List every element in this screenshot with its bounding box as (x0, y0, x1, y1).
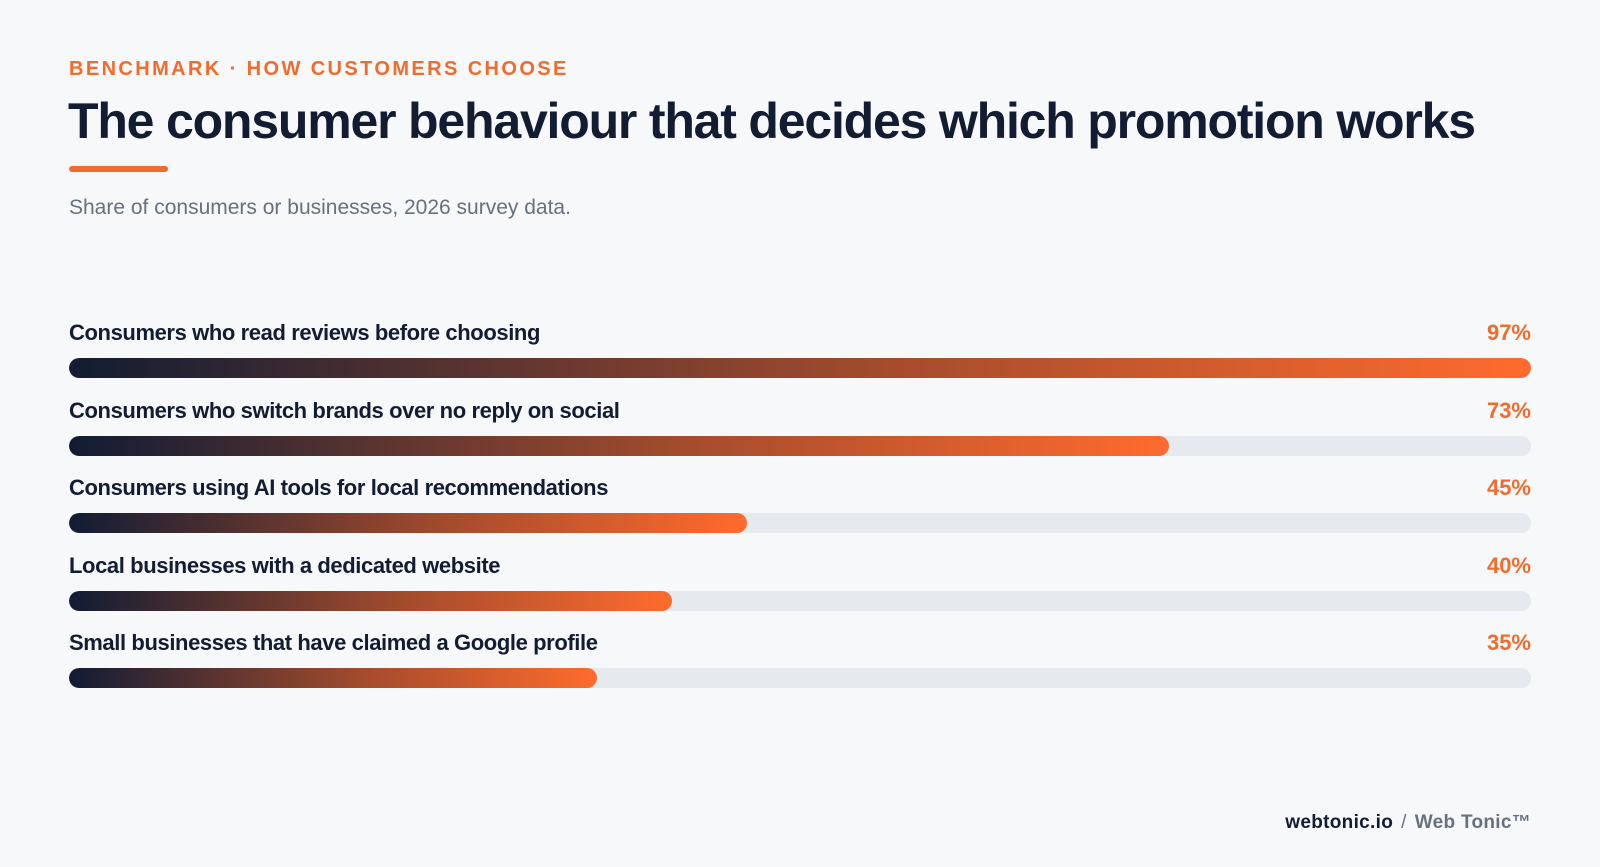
bar (69, 590, 672, 611)
bar-chart: Consumers who read reviews before choosi… (69, 318, 1531, 706)
bar-row: Consumers who switch brands over no repl… (69, 396, 1531, 474)
bar-label: Consumers using AI tools for local recom… (69, 475, 609, 500)
eyebrow: BENCHMARK · HOW CUSTOMERS CHOOSE (69, 58, 569, 80)
bar-track (69, 590, 1531, 611)
bar-label: Local businesses with a dedicated websit… (69, 552, 501, 578)
bar-label: Consumers who read reviews before choosi… (69, 320, 540, 345)
bar (69, 358, 1531, 378)
bar-track (69, 668, 1531, 688)
bar-value-label: 73% (1486, 397, 1531, 423)
bar (69, 513, 747, 533)
bar-track (69, 513, 1531, 533)
title-underline (69, 166, 168, 172)
bar-value-label: 45% (1486, 475, 1531, 500)
bar-row: Consumers who read reviews before choosi… (69, 318, 1531, 396)
footer: webtonic.io / Web Tonic™ (1285, 812, 1531, 834)
bar-row: Local businesses with a dedicated websit… (69, 551, 1531, 629)
bar (69, 435, 1169, 456)
bar-value-label: 97% (1486, 320, 1531, 345)
footer-separator: / (1401, 812, 1407, 833)
bar-value-label: 40% (1486, 552, 1531, 578)
bar-row: Consumers using AI tools for local recom… (69, 473, 1531, 551)
footer-domain: webtonic.io (1285, 812, 1394, 833)
bar-label: Small businesses that have claimed a Goo… (69, 630, 598, 655)
footer-brand: Web Tonic™ (1414, 812, 1531, 833)
bar-track (69, 358, 1531, 378)
bar-label: Consumers who switch brands over no repl… (69, 397, 620, 423)
bar-track (69, 435, 1531, 456)
bar-value-label: 35% (1486, 630, 1531, 655)
bar-row: Small businesses that have claimed a Goo… (69, 628, 1531, 706)
page-title: The consumer behaviour that decides whic… (68, 93, 1476, 149)
subtitle: Share of consumers or businesses, 2026 s… (69, 196, 571, 219)
bar (69, 668, 597, 688)
